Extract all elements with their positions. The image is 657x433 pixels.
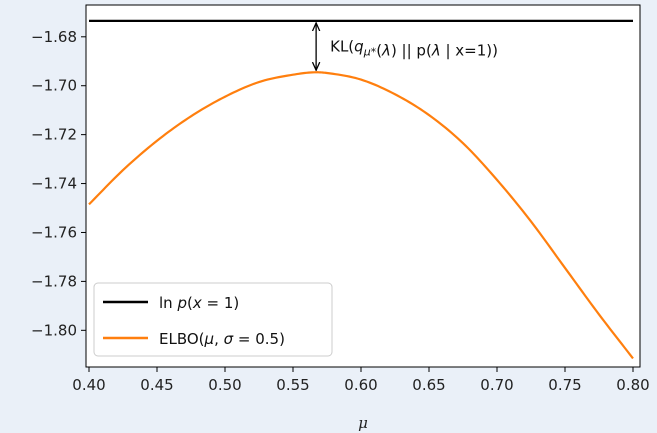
x-tick-label: 0.60 <box>344 376 377 394</box>
x-axis: 0.40 0.45 0.50 0.55 0.60 0.65 0.70 0.75 0.80 <box>72 367 650 394</box>
y-axis: −1.68 −1.70 −1.72 −1.74 −1.76 −1.78 −1.80 <box>31 28 86 339</box>
x-tick-label: 0.45 <box>140 376 173 394</box>
y-tick-label: −1.72 <box>31 126 77 144</box>
x-tick-label: 0.65 <box>412 376 445 394</box>
legend-box <box>93 282 333 357</box>
legend-label-1: ln p(x = 1) <box>159 294 239 312</box>
y-tick-label: −1.80 <box>31 321 77 339</box>
x-axis-label: μ <box>358 414 368 432</box>
y-tick-label: −1.76 <box>31 223 77 241</box>
kl-annotation-label: KL(qμ*(λ) || p(λ | x=1)) <box>330 38 498 60</box>
series-layer <box>88 19 634 360</box>
x-tick-label: 0.50 <box>208 376 241 394</box>
x-tick-label: 0.75 <box>548 376 581 394</box>
legend: ln p(x = 1) ELBO(μ, σ = 0.5) <box>93 282 333 357</box>
y-tick-label: −1.74 <box>31 175 77 193</box>
x-tick-label: 0.70 <box>480 376 513 394</box>
x-tick-label: 0.55 <box>276 376 309 394</box>
x-tick-label: 0.40 <box>72 376 105 394</box>
y-tick-label: −1.68 <box>31 28 77 46</box>
y-tick-label: −1.70 <box>31 77 77 95</box>
legend-label-2: ELBO(μ, σ = 0.5) <box>159 330 285 348</box>
plot-frame <box>85 4 641 368</box>
annotation-layer: KL(qμ*(λ) || p(λ | x=1)) <box>316 23 498 70</box>
x-tick-label: 0.80 <box>616 376 649 394</box>
series-line-2 <box>88 71 634 360</box>
y-tick-label: −1.78 <box>31 272 77 290</box>
